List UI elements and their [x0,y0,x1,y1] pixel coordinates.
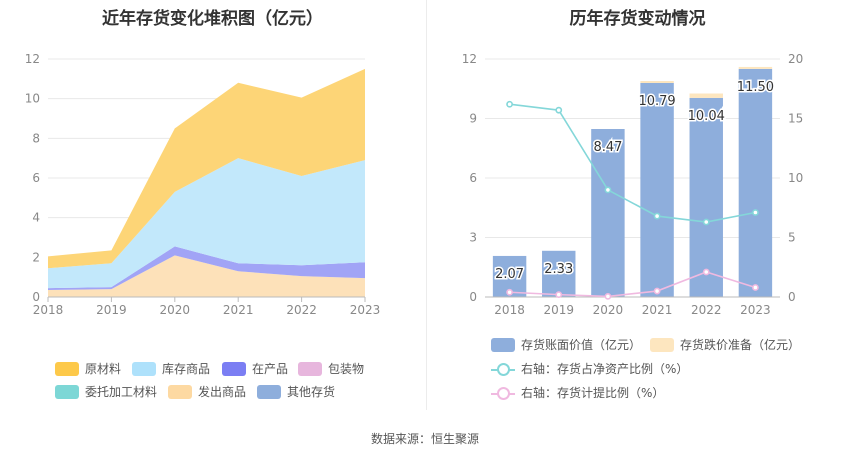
legend-swatch [55,361,79,376]
line-point [653,212,661,220]
line-point [506,100,513,108]
left-legend-item[interactable]: 原材料 [55,360,121,377]
left-legend-item[interactable]: 在产品 [222,360,288,377]
left-y-tick-label: 12 [25,52,40,66]
legend-label: 其他存货 [287,385,336,399]
legend-label: 原材料 [85,362,122,376]
bar-book-value [689,97,723,297]
left-y-tick-label: 6 [32,171,40,185]
left-y-tick-label: 2 [32,250,40,264]
right-x-tick-label: 2022 [691,303,722,317]
right-y2-tick-label: 0 [788,290,796,304]
legend-swatch [222,361,246,376]
bar-impairment-reserve [640,81,674,83]
area-series-原材料 [48,68,365,269]
bar-book-value [542,250,576,297]
bar-data-label: 2.07 [495,267,524,282]
line-point [702,268,710,276]
bar-book-value [738,68,773,298]
legend-swatch [491,362,515,376]
line-point [506,288,513,296]
legend-label: 包装物 [328,362,365,376]
area-series-库存商品 [48,158,365,289]
line-point [752,284,759,291]
left-legend-item[interactable]: 发出商品 [168,383,246,400]
right-x-tick-label: 2021 [642,303,673,317]
left-legend-item[interactable]: 其他存货 [257,383,335,400]
right-y2-tick-label: 10 [788,171,803,185]
bar-book-value [640,82,674,297]
line-point [555,291,563,299]
line-series-右轴：存货占净资产比例（%） [509,103,756,223]
data-source-note: 数据来源：恒生聚源 [370,432,479,446]
line-point [653,287,661,295]
line-point [604,293,612,300]
legend-swatch [491,386,515,400]
legend-label: 库存商品 [162,362,211,376]
left-x-tick-label: 2019 [96,303,127,317]
legend-swatch [55,384,79,399]
bar-data-label: 11.50 [737,80,774,95]
bar-book-value [591,129,625,297]
right-x-tick-label: 2023 [740,303,771,317]
right-legend-item[interactable]: 右轴：存货计提比例（%） [491,384,664,401]
area-series-发出商品 [48,255,365,297]
bar-impairment-reserve [689,93,723,98]
legend-swatch [257,384,281,399]
bar-data-label: 8.47 [593,140,622,155]
left-x-tick-label: 2018 [33,303,64,317]
legend-swatch [298,361,322,376]
right-y-tick-label: 3 [469,231,477,245]
legend-swatch [491,337,515,352]
right-x-tick-label: 2020 [593,303,624,317]
legend-swatch [132,361,156,376]
left-y-tick-label: 4 [32,211,40,225]
left-x-tick-label: 2020 [160,303,191,317]
right-legend-item[interactable]: 存货跌价准备（亿元） [650,336,800,353]
left-chart-title: 近年存货变化堆积图（亿元） [102,9,323,29]
left-legend-item[interactable]: 委托加工材料 [55,383,157,400]
right-y2-tick-label: 5 [788,231,796,245]
right-y2-tick-label: 15 [788,112,803,126]
left-y-tick-label: 8 [32,131,40,145]
bar-impairment-reserve [738,66,773,69]
line-point [555,106,563,114]
right-x-tick-label: 2019 [543,303,574,317]
legend-label: 右轴：存货占净资产比例（%） [521,362,689,376]
right-y2-tick-label: 20 [788,52,803,66]
legend-label: 在产品 [252,362,289,376]
right-chart-title: 历年存货变动情况 [569,9,706,29]
bar-data-label: 10.79 [638,94,675,109]
right-legend-item[interactable]: 右轴：存货占净资产比例（%） [491,360,688,377]
left-legend-item[interactable]: 包装物 [298,360,364,377]
bar-data-label: 10.04 [688,109,725,124]
right-y-tick-label: 12 [462,52,477,66]
line-point [752,209,759,216]
legend-label: 存货账面价值（亿元） [521,338,642,352]
left-x-tick-label: 2021 [223,303,254,317]
right-y-tick-label: 0 [469,290,477,304]
right-y-tick-label: 9 [469,112,477,126]
legend-swatch [168,384,192,399]
left-y-tick-label: 10 [25,92,40,106]
legend-swatch [650,337,674,352]
area-series-在产品 [48,246,365,291]
right-legend-item[interactable]: 存货账面价值（亿元） [491,336,641,353]
right-x-tick-label: 2018 [494,303,525,317]
legend-label: 存货跌价准备（亿元） [680,338,801,352]
line-series-右轴：存货计提比例（%） [509,271,756,298]
legend-label: 委托加工材料 [85,385,158,399]
left-x-tick-label: 2022 [286,303,317,317]
right-y-tick-label: 6 [469,171,477,185]
left-x-tick-label: 2023 [350,303,381,317]
left-legend-item[interactable]: 库存商品 [132,360,210,377]
line-point [702,218,710,226]
legend-label: 右轴：存货计提比例（%） [521,386,665,400]
chart-divider [426,0,427,410]
left-y-tick-label: 0 [32,290,40,304]
line-point [604,186,612,194]
legend-label: 发出商品 [198,385,247,399]
bar-data-label: 2.33 [544,262,573,277]
